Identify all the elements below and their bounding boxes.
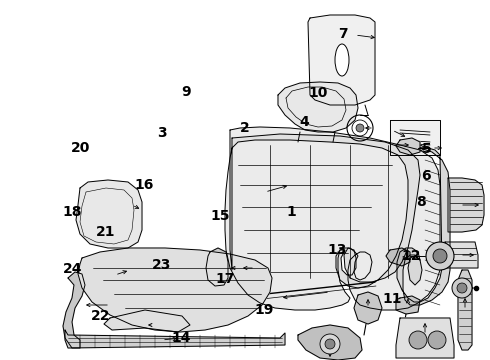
Text: 14: 14	[172, 332, 191, 345]
Text: 12: 12	[402, 249, 421, 262]
Text: 18: 18	[63, 206, 82, 219]
Polygon shape	[230, 134, 420, 288]
Polygon shape	[354, 292, 382, 324]
Circle shape	[428, 331, 446, 349]
Text: 16: 16	[135, 179, 154, 192]
Polygon shape	[386, 248, 410, 266]
Polygon shape	[78, 248, 272, 332]
Text: 1: 1	[287, 206, 296, 219]
Text: 11: 11	[382, 292, 402, 306]
Polygon shape	[448, 178, 484, 232]
Polygon shape	[206, 248, 228, 286]
Text: 8: 8	[416, 195, 426, 208]
Polygon shape	[396, 138, 420, 155]
Circle shape	[320, 334, 340, 354]
Circle shape	[457, 283, 467, 293]
Text: 4: 4	[299, 116, 309, 129]
Text: 17: 17	[216, 272, 235, 286]
Polygon shape	[63, 272, 85, 348]
Circle shape	[433, 249, 447, 263]
Text: 22: 22	[91, 309, 110, 323]
Polygon shape	[445, 242, 478, 268]
Text: 9: 9	[181, 85, 191, 99]
Polygon shape	[298, 325, 362, 360]
Text: 7: 7	[338, 27, 348, 41]
Polygon shape	[390, 120, 440, 155]
Polygon shape	[396, 318, 454, 358]
Polygon shape	[76, 180, 142, 248]
Polygon shape	[104, 310, 190, 332]
Text: 10: 10	[309, 86, 328, 100]
Circle shape	[356, 124, 364, 132]
Text: 5: 5	[421, 143, 431, 156]
Text: 2: 2	[240, 121, 250, 135]
Ellipse shape	[335, 44, 349, 76]
Circle shape	[325, 339, 335, 349]
Polygon shape	[458, 270, 472, 350]
Text: 15: 15	[211, 209, 230, 223]
Text: 13: 13	[327, 243, 347, 257]
Text: 23: 23	[152, 258, 172, 271]
Text: 24: 24	[63, 262, 82, 276]
Text: 6: 6	[421, 170, 431, 183]
Text: 20: 20	[71, 141, 91, 154]
Polygon shape	[308, 15, 375, 105]
Text: 21: 21	[96, 225, 115, 239]
Polygon shape	[225, 127, 440, 310]
Polygon shape	[397, 148, 450, 305]
Circle shape	[452, 278, 472, 298]
Text: 3: 3	[157, 126, 167, 140]
Text: 19: 19	[255, 303, 274, 317]
Circle shape	[409, 331, 427, 349]
Polygon shape	[278, 82, 358, 132]
Circle shape	[426, 242, 454, 270]
Polygon shape	[65, 330, 285, 348]
Polygon shape	[396, 296, 420, 314]
